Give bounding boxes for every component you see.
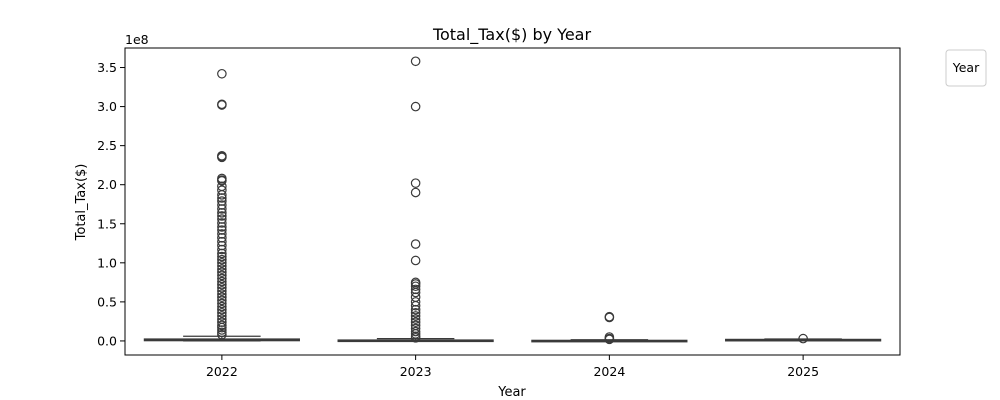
outlier-point [217, 222, 227, 232]
legend-title: Year [952, 60, 980, 75]
outlier-point [604, 334, 615, 345]
outlier-point [217, 292, 227, 302]
x-tick-label: 2023 [400, 364, 432, 379]
plot-frame [124, 47, 901, 356]
outlier-point [604, 312, 615, 323]
outlier-point [217, 204, 227, 214]
box-group-2024 [531, 311, 688, 345]
outlier-point [217, 190, 227, 200]
outlier-point [410, 311, 421, 321]
outlier-point [410, 304, 421, 315]
box-group-2025 [725, 333, 882, 344]
outlier-point [217, 267, 227, 277]
outlier-point [217, 289, 227, 299]
x-tick-label: 2022 [206, 364, 238, 379]
outlier-point [410, 308, 421, 318]
outlier-point [217, 254, 227, 265]
outlier-point [410, 281, 421, 292]
outlier-point [217, 152, 227, 163]
outlier-point [217, 208, 227, 218]
y-tick-label: 1.0 [97, 255, 117, 270]
y-tick-label: 0.5 [97, 294, 117, 309]
x-tick-label: 2024 [593, 364, 625, 379]
outlier-point [217, 295, 227, 306]
outlier-point [410, 239, 421, 249]
outlier-point [217, 248, 227, 259]
outlier-point [217, 311, 227, 321]
outlier-point [410, 178, 421, 188]
outlier-point [217, 258, 227, 268]
outlier-point [410, 300, 421, 311]
y-tick-label: 3.0 [97, 99, 117, 114]
outlier-point [410, 101, 421, 112]
outlier-point [217, 175, 227, 186]
outlier-point [410, 333, 421, 343]
outlier-point [217, 273, 227, 284]
outlier-point [410, 314, 421, 324]
outlier-point [217, 261, 227, 271]
outlier-point [217, 68, 227, 79]
y-axis-offset-label: 1e8 [125, 32, 149, 47]
y-axis-label: Total_Tax($) [74, 164, 89, 242]
outlier-point [217, 304, 227, 315]
outlier-point [217, 100, 227, 110]
outlier-point [217, 322, 227, 333]
outlier-point [217, 283, 227, 293]
y-tick-label: 3.5 [97, 60, 117, 75]
legend-frame [945, 49, 987, 87]
y-tick-label: 1.5 [97, 216, 117, 231]
outlier-point [217, 211, 227, 221]
outlier-point [217, 301, 227, 312]
outlier-point [217, 264, 227, 274]
outlier-point [410, 317, 421, 327]
outlier-point [217, 276, 227, 287]
outlier-point [410, 56, 421, 67]
legend: Year [945, 49, 987, 87]
y-tick-label: 2.5 [97, 138, 117, 153]
box-group-2022 [143, 68, 300, 342]
outlier-point [217, 308, 227, 318]
outlier-point [217, 298, 227, 309]
outlier-point [217, 320, 227, 331]
outlier-point [217, 244, 227, 255]
outlier-point [410, 287, 421, 298]
chart-title: Total_Tax($) by Year [432, 25, 592, 45]
outlier-point [410, 326, 421, 337]
outlier-point [217, 286, 227, 296]
outlier-point [217, 325, 227, 335]
outlier-point [217, 193, 227, 203]
y-tick-label: 0.0 [97, 333, 117, 348]
outlier-point [217, 218, 227, 228]
outlier-point [217, 327, 227, 338]
x-tick-label: 2025 [787, 364, 819, 379]
outlier-point [410, 329, 421, 339]
outlier-point [217, 329, 227, 340]
y-tick-label: 2.0 [97, 177, 117, 192]
outlier-point [217, 251, 227, 262]
box-group-2023 [337, 56, 494, 343]
outlier-point [410, 255, 421, 266]
outlier-point [410, 187, 421, 198]
x-axis-label: Year [497, 385, 526, 400]
outlier-point [798, 333, 808, 344]
outlier-point [217, 279, 227, 290]
outlier-point [217, 270, 227, 281]
